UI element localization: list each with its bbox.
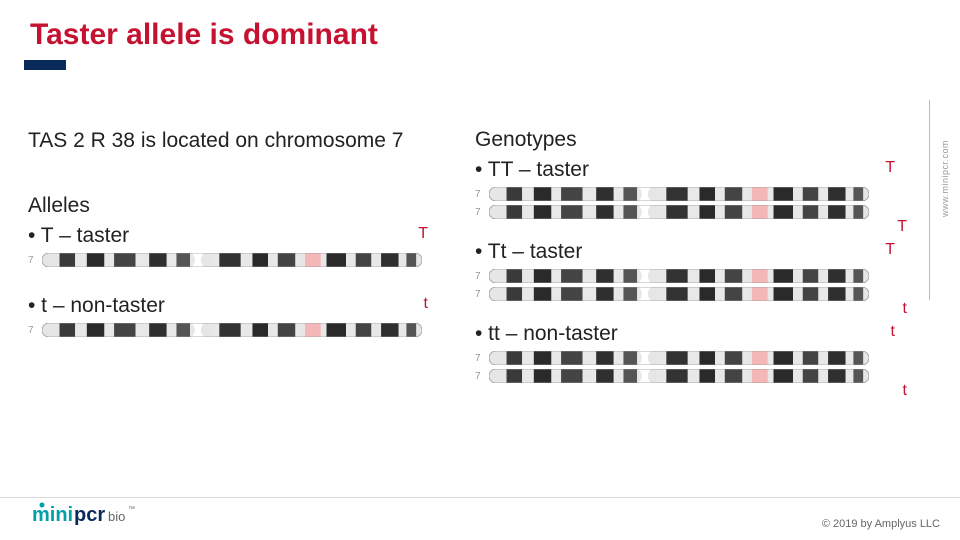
title-text: Taster allele is dominant [30,18,378,51]
allele-block: • T – taster T 7 [28,224,438,268]
svg-text:pcr: pcr [74,504,105,526]
left-column: TAS 2 R 38 is located on chromosome 7 Al… [28,128,438,346]
allele-label: • t – non-taster [28,294,165,318]
chromosome-ideogram: 7 [28,252,438,268]
minipcr-logo: mini pcr bio ™ [32,499,152,532]
genotype-block: • Tt – taster T 7 7 t [475,240,905,302]
genotype-tag-top: t [891,323,895,341]
title-accent-bar [24,60,66,70]
allele-tag: T [418,225,428,243]
genotype-label: • TT – taster [475,158,589,182]
chromosome-number: 7 [475,353,489,364]
svg-text:bio: bio [108,509,125,524]
genotype-block: • TT – taster T 7 7 T [475,158,905,220]
chromosome-ideogram: 7 [28,322,438,338]
copyright-footer: © 2019 by Amplyus LLC [822,518,940,530]
chromosome-number: 7 [475,289,489,300]
genotype-tag-top: T [885,241,895,259]
chromosome-number: 7 [475,371,489,382]
chromosome-ideogram: 7 [475,350,905,366]
chromosome-ideogram: 7 [475,186,905,202]
side-divider [929,100,930,300]
chromosome-ideogram: 7 [475,286,905,302]
chromosome-number: 7 [475,271,489,282]
genotype-label: • tt – non-taster [475,322,618,346]
genotype-block: • tt – non-taster t 7 7 t [475,322,905,384]
chromosome-ideogram: 7 [475,368,905,384]
side-url: www.minipcr.com [940,140,950,217]
chromosome-ideogram: 7 [475,204,905,220]
location-text: TAS 2 R 38 is located on chromosome 7 [28,128,438,154]
chromosome-number: 7 [475,207,489,218]
genotype-tag-bottom: t [903,300,907,318]
chromosome-number: 7 [28,255,42,266]
allele-block: • t – non-taster t 7 [28,294,438,338]
genotype-tag-top: T [885,159,895,177]
slide-title: Taster allele is dominant [30,18,378,52]
allele-tag: t [424,295,428,313]
alleles-header: Alleles [28,194,438,218]
genotype-tag-bottom: T [897,218,907,236]
footer-divider [0,497,960,498]
genotype-tag-bottom: t [903,382,907,400]
logo-svg: mini pcr bio ™ [32,499,152,527]
allele-label: • T – taster [28,224,129,248]
genotype-label: • Tt – taster [475,240,582,264]
chromosome-ideogram: 7 [475,268,905,284]
genotypes-header: Genotypes [475,128,905,152]
svg-text:™: ™ [128,506,135,513]
chromosome-number: 7 [475,189,489,200]
svg-text:mini: mini [32,504,73,526]
chromosome-number: 7 [28,325,42,336]
right-column: Genotypes • TT – taster T 7 7 [475,128,905,392]
